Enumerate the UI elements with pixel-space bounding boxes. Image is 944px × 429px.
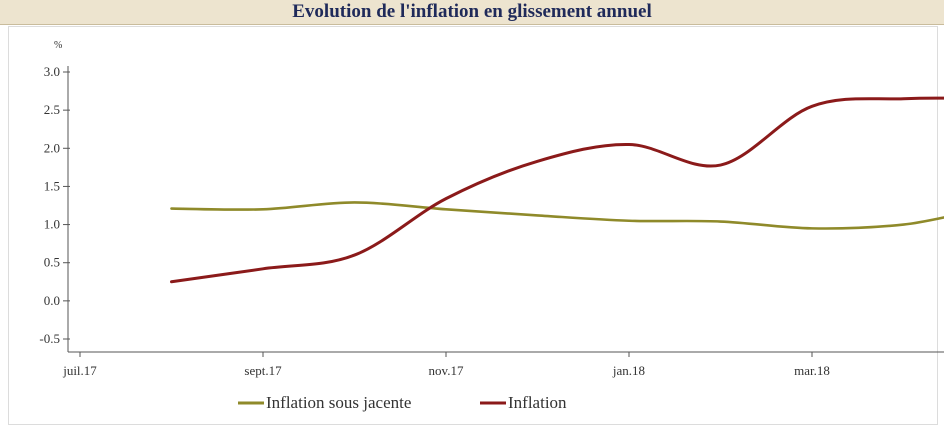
series-line-inflation-sous-jacente — [170, 201, 944, 230]
y-axis-unit-label: % — [54, 40, 62, 51]
x-tick-label: mar.18 — [794, 363, 830, 378]
legend-label-inflation-sous-jacente: Inflation sous jacente — [266, 393, 411, 412]
line-chart: % 3.0 2.5 2.0 1.5 1.0 0.5 0.0 -0.5 juil.17 sept.… — [39, 40, 944, 412]
chart-title: Evolution de l'inflation en glissement a… — [0, 0, 944, 25]
y-tick-label: 3.0 — [44, 64, 60, 79]
y-tick-label: 0.5 — [44, 255, 60, 270]
x-tick-label: nov.17 — [429, 363, 464, 378]
y-tick-label: 1.0 — [44, 217, 60, 232]
y-tick-label: 2.0 — [44, 140, 60, 155]
y-tick-label: 0.0 — [44, 293, 60, 308]
x-tick-label: sept.17 — [244, 363, 282, 378]
legend-label-inflation: Inflation — [508, 393, 567, 412]
y-tick-label: 1.5 — [44, 178, 60, 193]
y-tick-label: 2.5 — [44, 102, 60, 117]
series-line-inflation — [170, 96, 944, 284]
y-tick-label: -0.5 — [39, 331, 60, 346]
x-tick-label: juil.17 — [62, 363, 97, 378]
x-tick-label: jan.18 — [612, 363, 645, 378]
